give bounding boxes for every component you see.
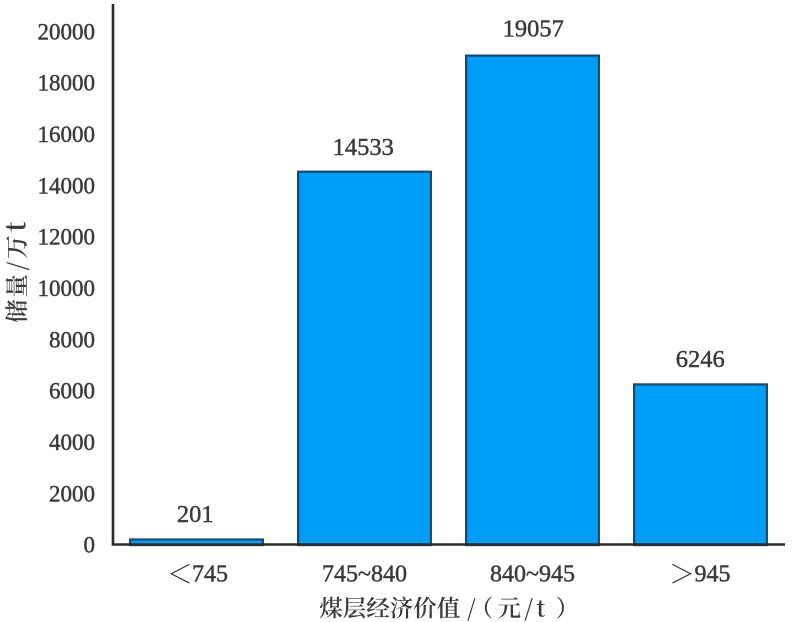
svg-text:20000: 20000 [38,19,96,44]
svg-text:6000: 6000 [49,379,95,404]
svg-text:4000: 4000 [49,430,95,455]
svg-text:745: 745 [192,562,228,588]
svg-text:12000: 12000 [38,225,96,250]
svg-text:840~945: 840~945 [490,562,575,588]
svg-text:6246: 6246 [676,346,725,373]
svg-text:14533: 14533 [333,134,394,161]
svg-text:19057: 19057 [503,15,564,42]
svg-text:201: 201 [177,501,214,528]
svg-text:0: 0 [84,533,96,558]
svg-text:8000: 8000 [49,327,95,352]
svg-text:10000: 10000 [38,276,96,301]
svg-text:745~840: 745~840 [322,562,407,588]
svg-text:18000: 18000 [38,71,96,96]
svg-text:16000: 16000 [38,122,96,147]
svg-text:945: 945 [695,562,731,588]
svg-text:14000: 14000 [38,173,96,198]
svg-text:2000: 2000 [49,481,95,506]
